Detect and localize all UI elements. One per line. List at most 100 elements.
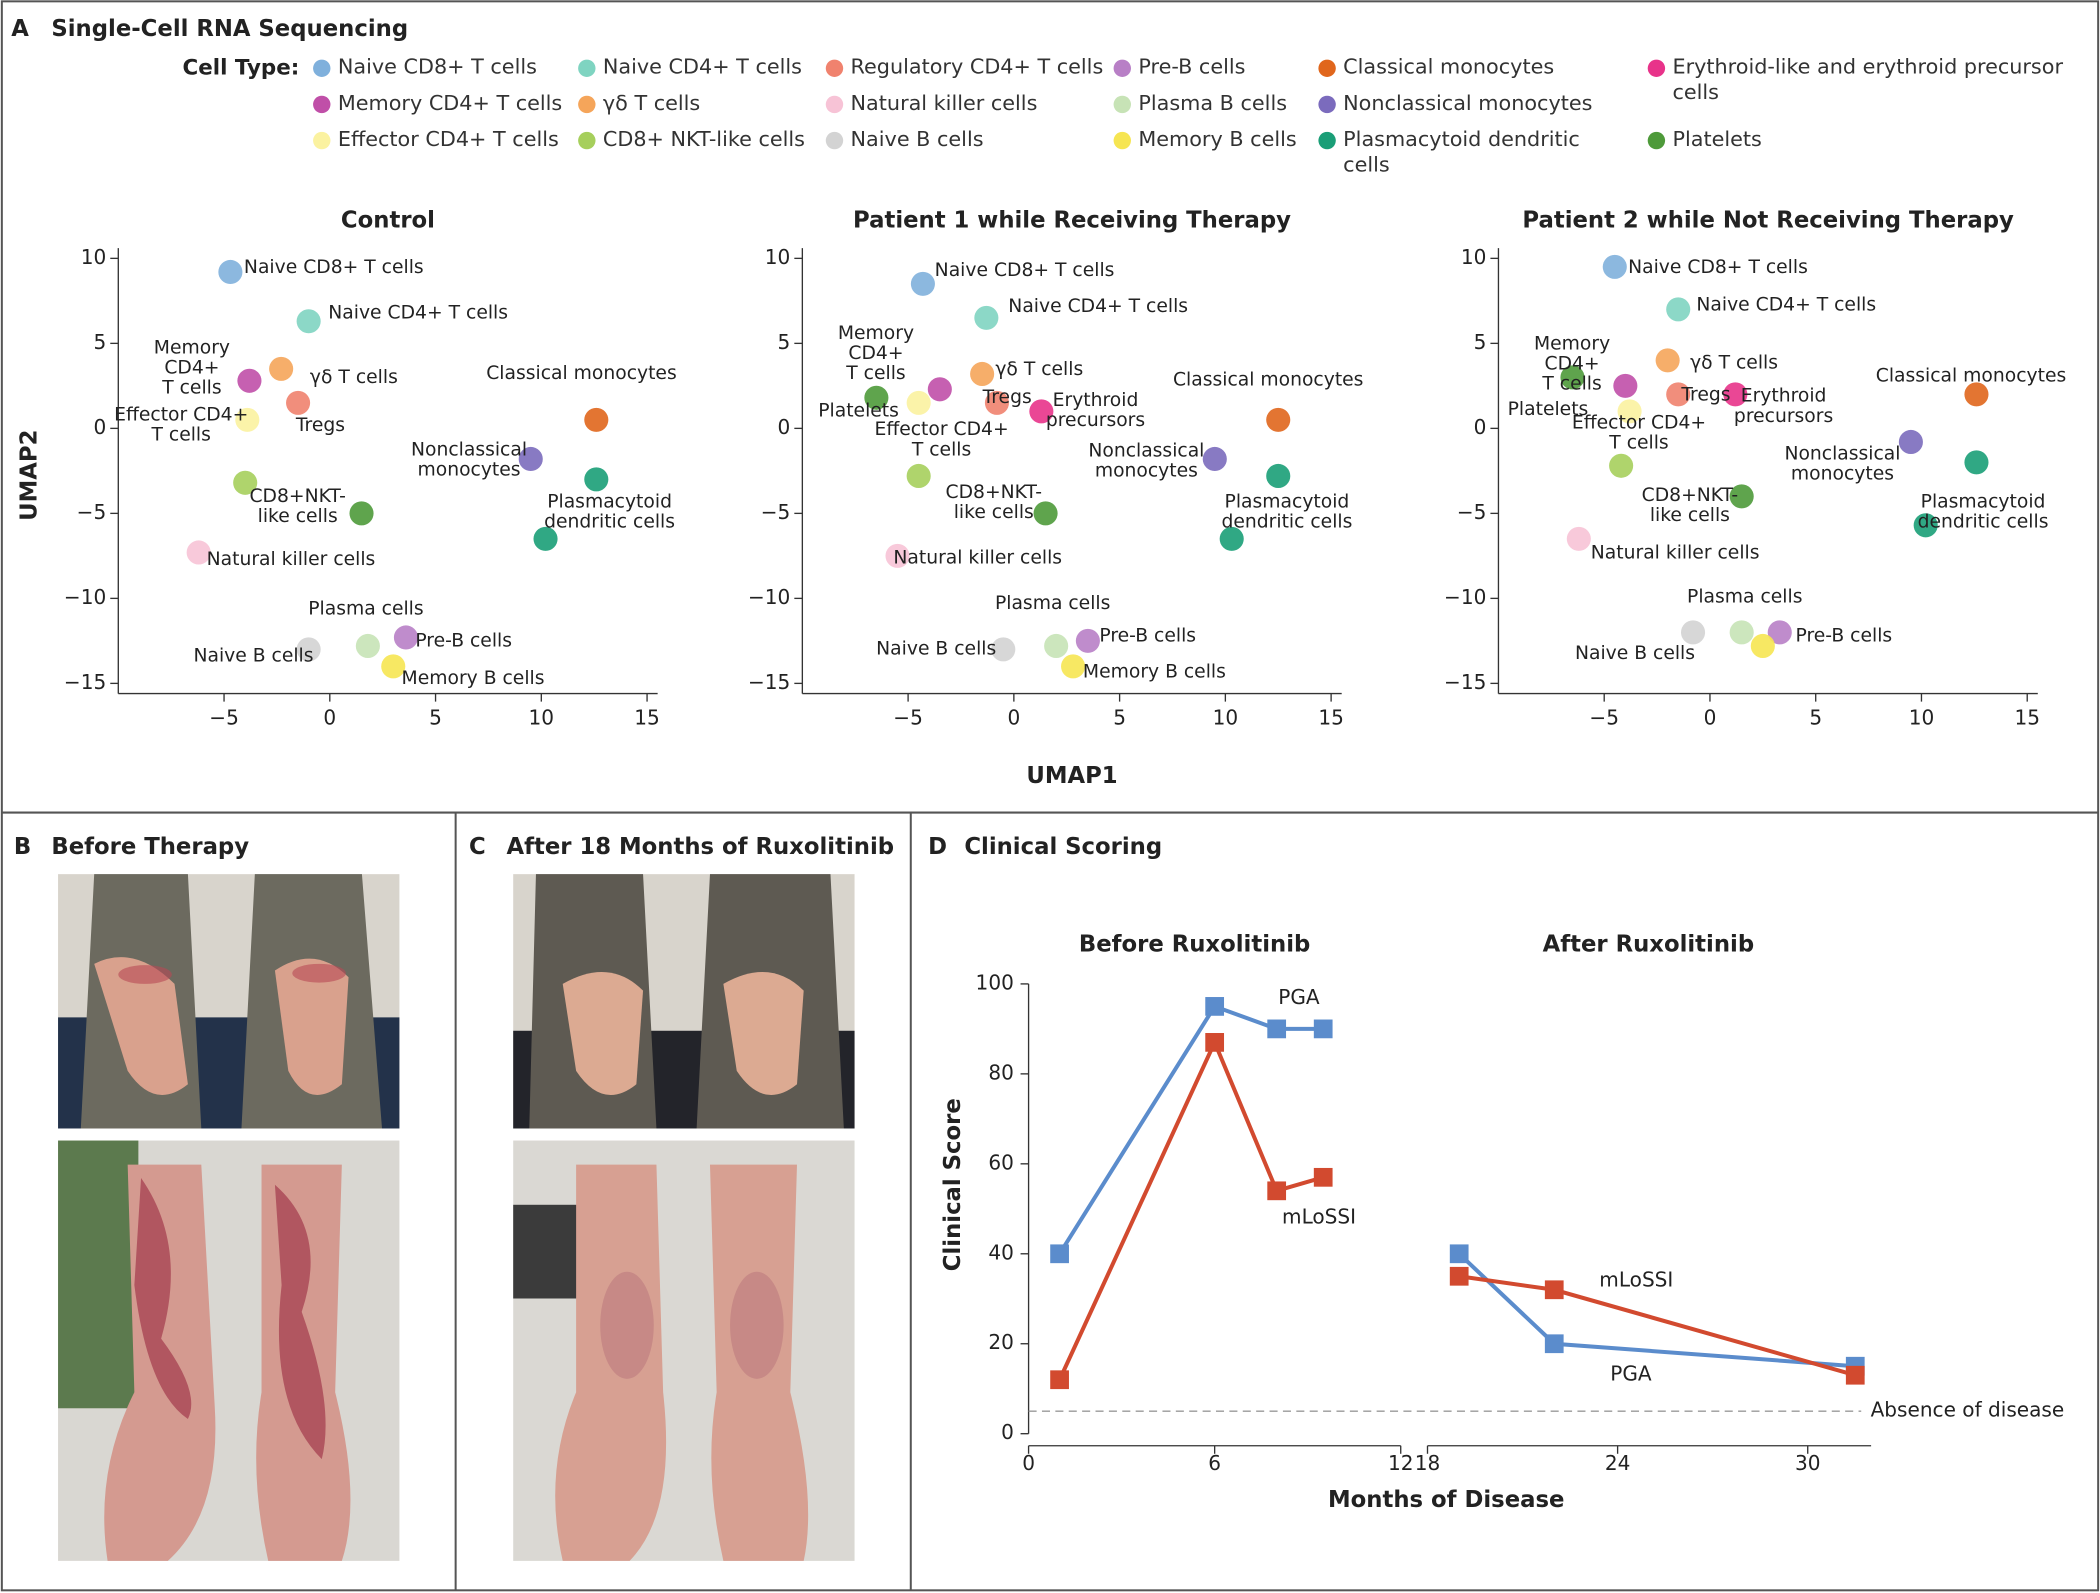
y-tick-label: 0 (1474, 415, 1487, 439)
cluster-label: Plasma cells (1687, 587, 1802, 608)
legend-swatch (1318, 95, 1336, 114)
cluster-label: Pre-B cells (415, 631, 512, 652)
cluster-label: T cells (1541, 374, 1601, 395)
y-tick-label: 10 (81, 245, 107, 269)
legend-swatch (1113, 59, 1131, 77)
legend-label-box: Nonclassical monocytes (1343, 91, 1592, 115)
legend-label: Classical monocytes (1343, 54, 1555, 79)
cluster-label: CD8+NKT- (1642, 485, 1738, 506)
cluster-label: T cells (911, 439, 971, 460)
cluster-label: Erythroid (1741, 386, 1827, 407)
legend-label: Erythroid-like and erythroid precursor c… (1672, 54, 2063, 105)
cell-cluster (1729, 484, 1754, 509)
cell-cluster (1266, 407, 1291, 432)
cluster-label: Natural killer cells (207, 549, 376, 570)
cluster-label: Naive B cells (1575, 643, 1695, 664)
chart-title: Control (341, 207, 435, 233)
cell-cluster (1075, 628, 1100, 653)
cluster-label: Tregs (1680, 384, 1730, 405)
cluster-label: Classical monocytes (486, 363, 677, 384)
legend-swatch (1647, 131, 1666, 150)
cluster-label: Naive CD4+ T cells (1008, 296, 1188, 317)
y-tick-label: 5 (93, 330, 106, 354)
cluster-label: Memory B cells (402, 668, 545, 689)
cluster-label: Effector CD4+ (874, 419, 1008, 440)
data-point (1267, 1019, 1287, 1039)
cell-cluster (518, 446, 543, 472)
cluster-label: Effector CD4+ (1572, 413, 1706, 434)
legend-title: Cell Type: (183, 55, 300, 80)
legend-label: Plasma B cells (1138, 91, 1288, 116)
cell-cluster (237, 368, 262, 393)
legend-swatch (1318, 59, 1336, 77)
data-point (1449, 1266, 1469, 1286)
cell-cluster (1964, 382, 1989, 407)
legend-label: Naive CD8+ T cells (337, 54, 537, 79)
cluster-label: like cells (1650, 505, 1730, 526)
cell-cluster (984, 390, 1009, 415)
legend-swatch (313, 59, 331, 77)
x-tick-label: 5 (1113, 706, 1126, 730)
panel-letter: C (469, 834, 486, 860)
y-axis-label: Clinical Score (940, 1098, 966, 1271)
legend-label-box: CD8+ NKT-like cells (603, 127, 805, 151)
legend-swatch (1113, 131, 1131, 150)
legend-swatch (1647, 59, 1666, 77)
cluster-label: like cells (258, 506, 338, 527)
photo-before-feet (58, 1140, 400, 1561)
cell-cluster (1613, 373, 1638, 398)
cell-cluster (235, 407, 260, 432)
cluster-label: γδ T cells (995, 359, 1083, 380)
x-tick-label: 6 (1208, 1451, 1221, 1475)
cell-cluster (1617, 399, 1642, 424)
data-point (1845, 1365, 1865, 1385)
y-tick-label: −10 (1444, 585, 1486, 609)
x-tick-label: 15 (1318, 706, 1344, 730)
legend-label: Naive B cells (850, 127, 984, 152)
legend-label-box: Plasma B cells (1138, 91, 1288, 116)
x-tick-label: 0 (1007, 706, 1020, 730)
series-label: PGA (1610, 1361, 1652, 1385)
legend-label-box: Erythroid-like and erythroid precursor c… (1672, 54, 2063, 105)
cell-cluster (1566, 526, 1591, 551)
cell-cluster (233, 470, 258, 495)
cell-cluster (1655, 348, 1680, 373)
cell-cluster (1202, 446, 1227, 472)
legend-swatch (578, 59, 596, 77)
y-tick-label: −15 (748, 670, 790, 694)
cluster-label: like cells (954, 502, 1034, 523)
cell-cluster (1767, 620, 1792, 645)
legend-swatch (1113, 95, 1131, 114)
chart-title: Patient 1 while Receiving Therapy (853, 207, 1291, 233)
cell-cluster (1061, 654, 1086, 679)
x-tick-label: 10 (1909, 706, 1935, 730)
data-point (1267, 1181, 1287, 1201)
cluster-label: Effector CD4+ (114, 404, 248, 425)
y-axis-label: UMAP2 (16, 430, 42, 521)
x-tick-label: −5 (1589, 706, 1619, 730)
panel-letter: B (14, 834, 31, 860)
legend-swatch (578, 131, 596, 150)
legend-label: Naive CD4+ T cells (602, 54, 802, 79)
cluster-label: Platelets (818, 400, 899, 421)
cluster-label: CD4+ (1545, 354, 1600, 375)
cell-cluster (1666, 382, 1691, 407)
legend-label-box: Pre-B cells (1138, 55, 1245, 79)
y-tick-label: 10 (765, 245, 791, 269)
cluster-label: dendritic cells (544, 512, 675, 533)
cell-cluster (1750, 633, 1775, 659)
cell-cluster (1964, 450, 1989, 475)
panel-title: Clinical Scoring (964, 834, 1162, 860)
cell-cluster (1898, 429, 1923, 455)
cluster-label: Naive B cells (876, 639, 996, 660)
cell-cluster (970, 361, 995, 387)
cell-cluster (1266, 463, 1291, 489)
cell-cluster (910, 271, 935, 296)
cluster-label: T cells (1608, 433, 1668, 454)
legend-label: Platelets (1672, 127, 1762, 152)
data-point (1544, 1280, 1564, 1300)
cell-cluster (1560, 365, 1585, 390)
y-tick-label: 0 (1001, 1420, 1014, 1444)
x-tick-label: −5 (893, 706, 923, 730)
